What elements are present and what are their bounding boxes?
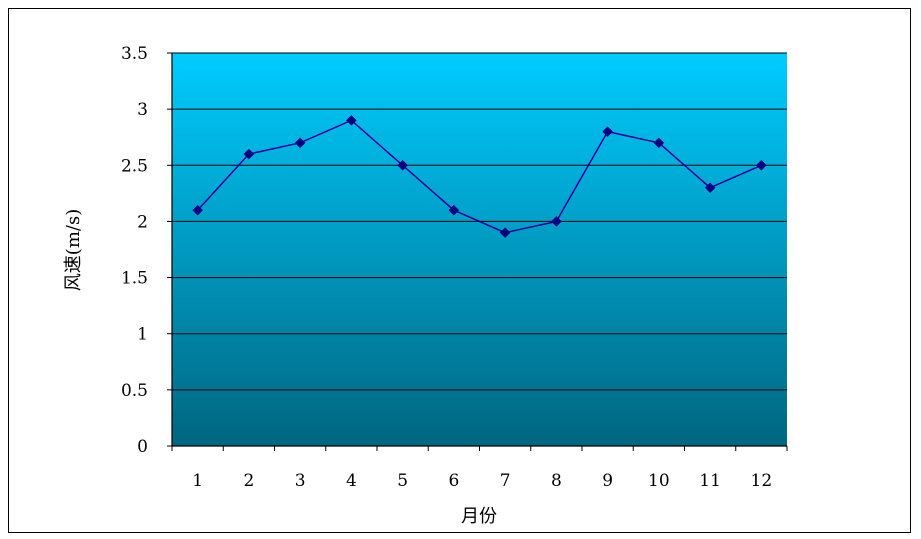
x-tick-label: 10 [648, 471, 670, 491]
y-tick-label: 0 [137, 437, 148, 457]
x-tick-label: 11 [699, 471, 721, 491]
x-tick-label: 5 [397, 471, 408, 491]
y-tick-label: 1 [137, 325, 148, 345]
x-tick-label: 1 [192, 471, 203, 491]
plot-area [172, 53, 787, 446]
x-tick-label: 2 [243, 471, 254, 491]
x-tick-label: 7 [500, 471, 511, 491]
y-tick-label: 3.5 [121, 44, 148, 64]
y-tick-label: 1.5 [121, 269, 148, 289]
x-tick-label: 3 [295, 471, 306, 491]
y-tick-label: 3 [137, 100, 148, 120]
y-axis-title: 风速(m/s) [63, 209, 84, 291]
y-tick-label: 2.5 [121, 156, 148, 176]
x-tick-label: 8 [551, 471, 562, 491]
x-axis-title: 月份 [461, 506, 497, 527]
y-tick-label: 2 [137, 212, 148, 232]
x-tick-label: 6 [448, 471, 459, 491]
y-tick-label: 0.5 [121, 381, 148, 401]
x-tick-label: 9 [602, 471, 613, 491]
x-tick-label: 12 [751, 471, 773, 491]
x-tick-label: 4 [346, 471, 357, 491]
